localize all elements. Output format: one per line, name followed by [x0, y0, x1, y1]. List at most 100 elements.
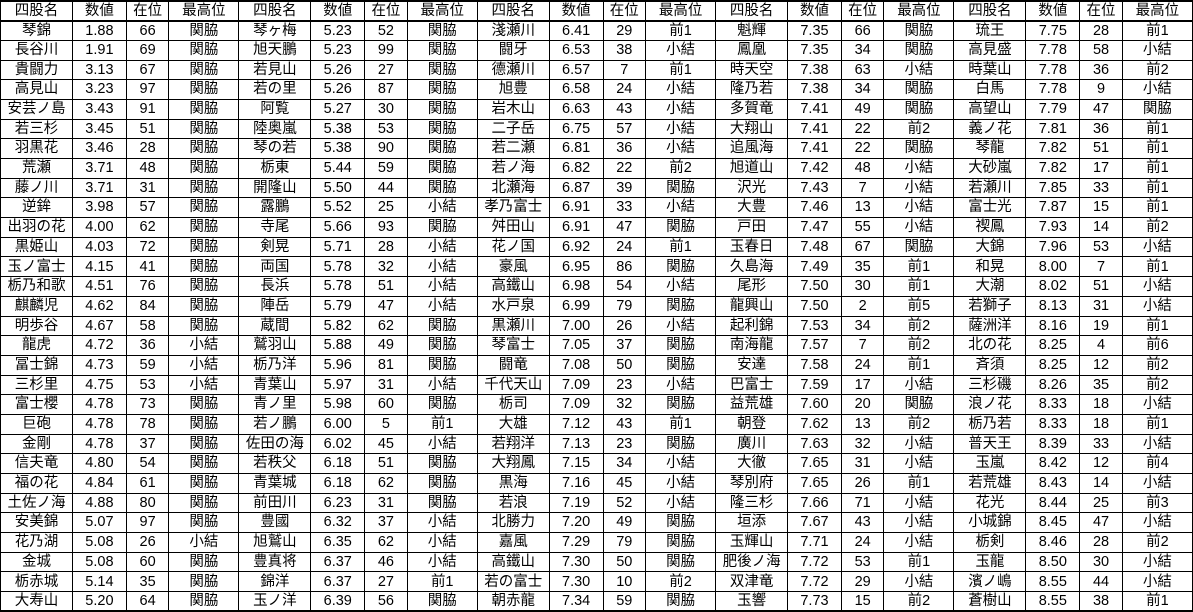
cell-name[interactable]: 寺尾	[238, 217, 312, 238]
cell-value[interactable]: 7.53	[787, 315, 842, 337]
cell-highest-rank[interactable]: 関脇	[883, 20, 955, 41]
cell-name[interactable]: 玉ノ洋	[238, 591, 312, 612]
cell-tenure[interactable]: 13	[840, 413, 885, 435]
cell-tenure[interactable]: 32	[602, 394, 647, 415]
cell-tenure[interactable]: 48	[125, 158, 170, 179]
cell-name[interactable]: 北瀬海	[476, 177, 550, 199]
cell-value[interactable]: 4.75	[72, 374, 127, 396]
cell-name[interactable]: 長谷川	[0, 39, 74, 61]
cell-highest-rank[interactable]: 関脇	[645, 256, 717, 278]
cell-value[interactable]: 4.78	[72, 433, 127, 455]
cell-name[interactable]: 花ノ国	[476, 236, 550, 258]
cell-tenure[interactable]: 78	[125, 413, 170, 435]
cell-name[interactable]: 隆三杉	[715, 492, 789, 514]
cell-highest-rank[interactable]: 小結	[406, 532, 478, 553]
cell-tenure[interactable]: 47	[1079, 512, 1123, 534]
cell-tenure[interactable]: 7	[840, 177, 885, 199]
cell-name[interactable]: 玉響	[715, 591, 789, 612]
cell-name[interactable]: 冨士錦	[0, 354, 74, 376]
cell-name[interactable]: 大寿山	[0, 591, 74, 612]
cell-value[interactable]: 7.12	[548, 413, 604, 435]
cell-value[interactable]: 4.88	[72, 492, 127, 514]
column-header-value[interactable]: 数値	[548, 0, 604, 22]
cell-name[interactable]: 藤ノ川	[0, 177, 74, 199]
cell-value[interactable]: 1.91	[72, 39, 127, 61]
cell-value[interactable]: 6.87	[548, 177, 604, 199]
cell-tenure[interactable]: 18	[1079, 413, 1123, 435]
cell-tenure[interactable]: 53	[364, 118, 408, 140]
cell-name[interactable]: 三杉里	[0, 374, 74, 396]
cell-value[interactable]: 4.72	[72, 335, 127, 356]
cell-highest-rank[interactable]: 関脇	[406, 473, 478, 494]
cell-name[interactable]: 魁輝	[715, 20, 789, 41]
cell-name[interactable]: 麒麟児	[0, 295, 74, 317]
cell-highest-rank[interactable]: 小結	[645, 374, 717, 396]
cell-name[interactable]: 北勝力	[476, 512, 550, 534]
cell-value[interactable]: 7.30	[548, 571, 604, 593]
cell-value[interactable]: 7.49	[787, 256, 842, 278]
cell-value[interactable]: 7.09	[548, 374, 604, 396]
cell-name[interactable]: 青ノ里	[238, 394, 312, 415]
cell-tenure[interactable]: 79	[602, 295, 647, 317]
column-header-tenure[interactable]: 在位	[840, 0, 885, 22]
cell-highest-rank[interactable]: 小結	[168, 335, 240, 356]
cell-name[interactable]: 若瀬川	[953, 177, 1027, 199]
cell-highest-rank[interactable]: 前1	[1121, 177, 1193, 199]
cell-value[interactable]: 6.00	[310, 413, 366, 435]
cell-value[interactable]: 8.25	[1025, 335, 1081, 356]
cell-highest-rank[interactable]: 関脇	[168, 118, 240, 140]
cell-value[interactable]: 5.98	[310, 394, 366, 415]
cell-value[interactable]: 8.16	[1025, 315, 1081, 337]
cell-name[interactable]: 栃乃洋	[238, 354, 312, 376]
cell-value[interactable]: 6.99	[548, 295, 604, 317]
cell-highest-rank[interactable]: 小結	[645, 197, 717, 219]
cell-highest-rank[interactable]: 関脇	[168, 394, 240, 415]
cell-value[interactable]: 7.00	[548, 315, 604, 337]
cell-highest-rank[interactable]: 前6	[1121, 335, 1193, 356]
cell-value[interactable]: 7.42	[787, 158, 842, 179]
cell-highest-rank[interactable]: 関脇	[168, 138, 240, 159]
cell-value[interactable]: 7.65	[787, 473, 842, 494]
cell-tenure[interactable]: 66	[125, 20, 170, 41]
cell-name[interactable]: 若秩父	[238, 453, 312, 474]
cell-tenure[interactable]: 90	[364, 138, 408, 159]
cell-value[interactable]: 8.55	[1025, 591, 1081, 612]
cell-name[interactable]: 若の富士	[476, 571, 550, 593]
cell-highest-rank[interactable]: 小結	[645, 276, 717, 297]
cell-name[interactable]: 肥後ノ海	[715, 551, 789, 573]
cell-highest-rank[interactable]: 小結	[645, 39, 717, 61]
cell-value[interactable]: 7.82	[1025, 158, 1081, 179]
cell-name[interactable]: 若三杉	[0, 118, 74, 140]
cell-tenure[interactable]: 31	[840, 453, 885, 474]
cell-name[interactable]: 小城錦	[953, 512, 1027, 534]
cell-tenure[interactable]: 62	[364, 473, 408, 494]
cell-name[interactable]: 斉須	[953, 354, 1027, 376]
cell-name[interactable]: 薩洲洋	[953, 315, 1027, 337]
cell-name[interactable]: 大徹	[715, 453, 789, 474]
cell-tenure[interactable]: 38	[602, 39, 647, 61]
cell-value[interactable]: 5.38	[310, 118, 366, 140]
cell-value[interactable]: 6.98	[548, 276, 604, 297]
cell-highest-rank[interactable]: 関脇	[168, 551, 240, 573]
cell-value[interactable]: 6.18	[310, 453, 366, 474]
cell-tenure[interactable]: 57	[125, 197, 170, 219]
cell-value[interactable]: 5.82	[310, 315, 366, 337]
cell-name[interactable]: 玉嵐	[953, 453, 1027, 474]
cell-value[interactable]: 7.41	[787, 138, 842, 159]
cell-value[interactable]: 7.62	[787, 413, 842, 435]
cell-name[interactable]: 濱ノ嶋	[953, 571, 1027, 593]
cell-name[interactable]: 花光	[953, 492, 1027, 514]
cell-highest-rank[interactable]: 小結	[645, 315, 717, 337]
cell-name[interactable]: 玉輝山	[715, 532, 789, 553]
cell-tenure[interactable]: 12	[1079, 453, 1123, 474]
cell-tenure[interactable]: 25	[1079, 492, 1123, 514]
cell-name[interactable]: 羽黒花	[0, 138, 74, 159]
cell-name[interactable]: 琉王	[953, 20, 1027, 41]
cell-tenure[interactable]: 15	[1079, 197, 1123, 219]
cell-tenure[interactable]: 62	[364, 532, 408, 553]
cell-highest-rank[interactable]: 関脇	[406, 98, 478, 120]
cell-value[interactable]: 8.02	[1025, 276, 1081, 297]
cell-highest-rank[interactable]: 前1	[883, 354, 955, 376]
cell-value[interactable]: 4.15	[72, 256, 127, 278]
cell-value[interactable]: 7.46	[787, 197, 842, 219]
